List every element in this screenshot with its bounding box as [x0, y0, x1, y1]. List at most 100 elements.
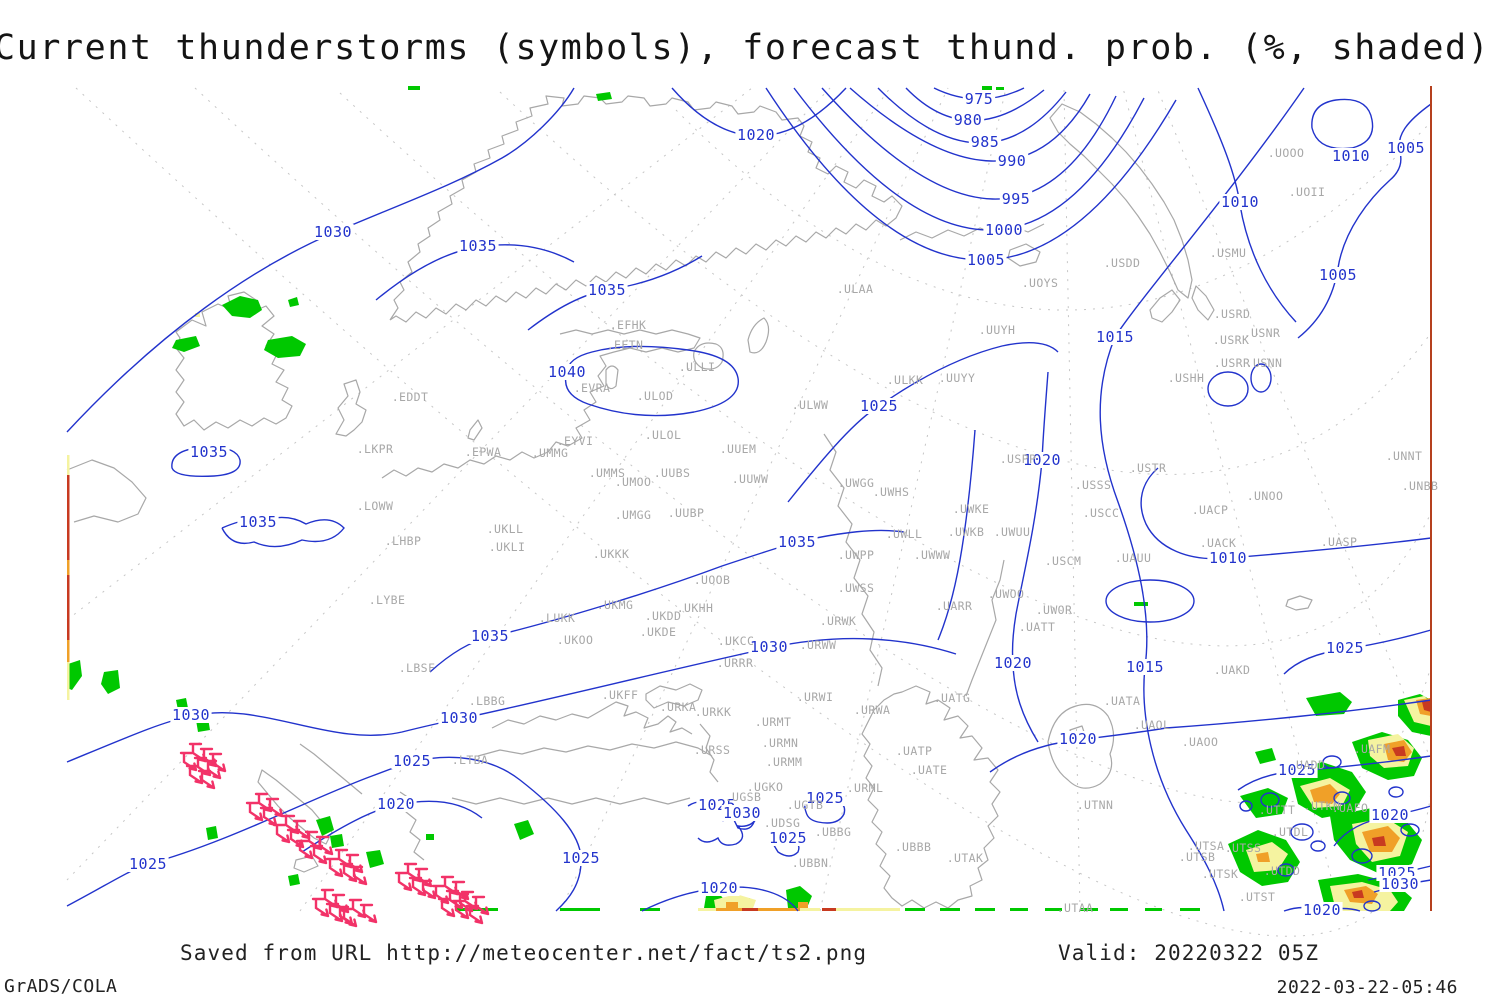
station-label: .UNNT	[1386, 449, 1423, 463]
bottom-edge-tick	[940, 908, 960, 911]
thunderstorm-symbol	[451, 899, 470, 920]
isobar-label: 1035	[588, 281, 626, 299]
bottom-edge-tick	[800, 908, 820, 911]
thunderstorm-symbol	[325, 902, 344, 923]
station-label: .EETN	[607, 338, 644, 352]
isobar-label: 1035	[459, 237, 497, 255]
isobar-label-halo	[457, 238, 499, 254]
isobar-label-halo	[767, 830, 809, 846]
isobar-line	[66, 87, 575, 433]
coastline	[451, 797, 691, 805]
station-label: .UTSK	[1202, 867, 1239, 881]
isobar-line	[787, 341, 1059, 503]
isobar-label: 1040	[548, 363, 586, 381]
graticule-line	[339, 92, 1432, 647]
station-label: .UAFM	[1354, 742, 1391, 756]
bottom-edge-tick	[1080, 908, 1098, 911]
thunderstorm-symbol	[339, 907, 358, 928]
thunderstorm-symbol	[465, 904, 484, 925]
isobar-label-halo	[748, 639, 790, 655]
station-label: .UKLL	[487, 522, 524, 536]
station-label: .UKLI	[489, 540, 526, 554]
station-label: .UADD	[1289, 758, 1326, 772]
coastline	[299, 743, 363, 795]
isobar-label: 1030	[172, 706, 210, 724]
isobar-ring	[1250, 363, 1272, 393]
station-label: .UWSS	[838, 581, 875, 595]
isobar-label-halo	[438, 710, 480, 726]
isobar-ring	[1207, 371, 1249, 407]
thunderstorm-symbol	[295, 839, 314, 860]
isobar-label-halo	[951, 112, 985, 128]
graticule-line	[75, 87, 1432, 937]
station-label: .UAOL	[1134, 718, 1171, 732]
station-label: .UWLL	[886, 527, 923, 541]
isobar-line	[1297, 103, 1432, 339]
prob-shade-green	[288, 297, 299, 307]
bottom-edge-tick	[1045, 908, 1062, 911]
station-label: .UDSG	[764, 816, 801, 830]
isobar-ring	[1333, 791, 1351, 805]
bottom-edge-tick	[1145, 908, 1162, 911]
storm-symbols-layer	[179, 742, 490, 928]
isobar-label-halo	[1021, 452, 1063, 468]
left-edge-tick	[67, 662, 70, 700]
map-title: Current thunderstorms (symbols), forecas…	[0, 28, 1491, 68]
prob-shade-green	[222, 296, 262, 318]
isobar-label-halo	[391, 753, 433, 769]
prob-shade-green	[101, 670, 120, 694]
station-label: .UAUU	[1115, 551, 1152, 565]
station-label: .URMM	[766, 755, 803, 769]
left-edge-tick	[67, 475, 70, 560]
isobar-label-halo	[1385, 140, 1427, 156]
station-label: .LOWW	[357, 499, 394, 513]
bottom-edge-tick	[975, 908, 995, 911]
isobar-label: 1035	[190, 443, 228, 461]
isobar-label: 1020	[737, 126, 775, 144]
isobar-line	[564, 345, 739, 417]
coastline	[389, 95, 903, 323]
station-label: .URWW	[800, 638, 837, 652]
isobar-label-halo	[1301, 902, 1343, 918]
coastline	[1149, 289, 1181, 323]
thunderstorm-symbol	[272, 823, 291, 844]
left-edge-tick	[67, 560, 70, 575]
coastline	[699, 723, 719, 783]
bottom-edge-tick	[1010, 908, 1028, 911]
isobar-label-halo	[983, 222, 1025, 238]
isobar-label: 1030	[314, 223, 352, 241]
coastline	[1007, 243, 1041, 267]
prob-shade-green	[67, 660, 82, 690]
station-label: .UAFO	[1332, 801, 1369, 815]
station-label: .EPWA	[465, 445, 502, 459]
isobar-label-halo	[1276, 762, 1318, 778]
station-label: .EDDT	[392, 390, 429, 404]
station-label: .URWK	[820, 614, 857, 628]
station-label: .UUWW	[732, 472, 769, 486]
bottom-edge-tick	[716, 908, 742, 911]
isobar-line	[937, 429, 976, 641]
thunderstorm-symbol	[335, 905, 354, 926]
station-label: .USPP	[1000, 452, 1037, 466]
station-label: .EVRA	[574, 381, 611, 395]
station-label: .UWHS	[873, 485, 910, 499]
valid-time-text: Valid: 20220322 05Z	[1058, 941, 1320, 965]
station-label: .LKPR	[357, 442, 394, 456]
station-label: .UAKD	[1214, 663, 1251, 677]
isobar-label-halo	[1369, 807, 1411, 823]
prob-shade-green	[426, 834, 434, 840]
station-label: .USNR	[1244, 326, 1281, 340]
isobar-label: 1025	[806, 789, 844, 807]
station-label: .USCC	[1083, 506, 1120, 520]
isobar-label-halo	[735, 127, 777, 143]
isobar-label-halo	[560, 850, 602, 866]
station-label: .UACK	[1200, 536, 1237, 550]
bottom-edge-tick	[905, 908, 925, 911]
isobar-label: 1030	[440, 709, 478, 727]
shading-layer	[67, 86, 1431, 911]
isobar-label-halo	[962, 91, 996, 107]
station-label: .URRR	[717, 656, 754, 670]
station-label: .UKOO	[557, 633, 594, 647]
thunderstorm-symbol	[179, 751, 198, 772]
